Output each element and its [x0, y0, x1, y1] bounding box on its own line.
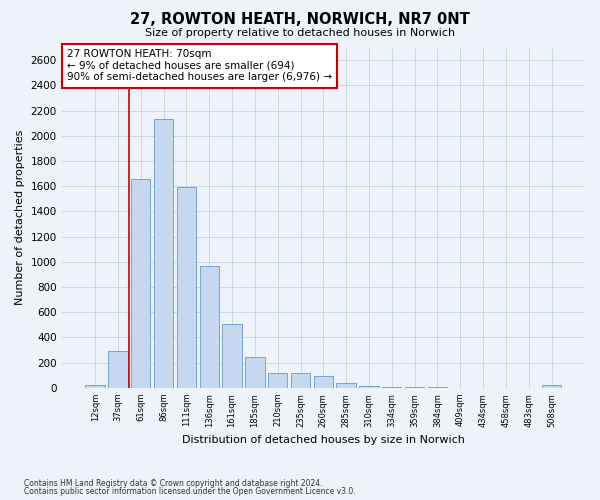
Bar: [405, 387, 424, 388]
Bar: [245, 357, 265, 388]
Text: 27, ROWTON HEATH, NORWICH, NR7 0NT: 27, ROWTON HEATH, NORWICH, NR7 0NT: [130, 12, 470, 28]
Bar: [268, 373, 287, 388]
Bar: [85, 386, 105, 388]
Bar: [291, 374, 310, 388]
Bar: [337, 382, 356, 388]
Text: Size of property relative to detached houses in Norwich: Size of property relative to detached ho…: [145, 28, 455, 38]
Bar: [223, 324, 242, 388]
X-axis label: Distribution of detached houses by size in Norwich: Distribution of detached houses by size …: [182, 435, 465, 445]
Bar: [382, 386, 401, 388]
Bar: [359, 386, 379, 388]
Bar: [314, 376, 333, 388]
Bar: [131, 178, 151, 388]
Text: Contains HM Land Registry data © Crown copyright and database right 2024.: Contains HM Land Registry data © Crown c…: [24, 478, 323, 488]
Bar: [542, 386, 561, 388]
Bar: [108, 350, 128, 388]
Bar: [177, 188, 196, 388]
Text: 27 ROWTON HEATH: 70sqm
← 9% of detached houses are smaller (694)
90% of semi-det: 27 ROWTON HEATH: 70sqm ← 9% of detached …: [67, 49, 332, 82]
Y-axis label: Number of detached properties: Number of detached properties: [15, 130, 25, 306]
Bar: [154, 120, 173, 388]
Text: Contains public sector information licensed under the Open Government Licence v3: Contains public sector information licen…: [24, 487, 356, 496]
Bar: [200, 266, 219, 388]
